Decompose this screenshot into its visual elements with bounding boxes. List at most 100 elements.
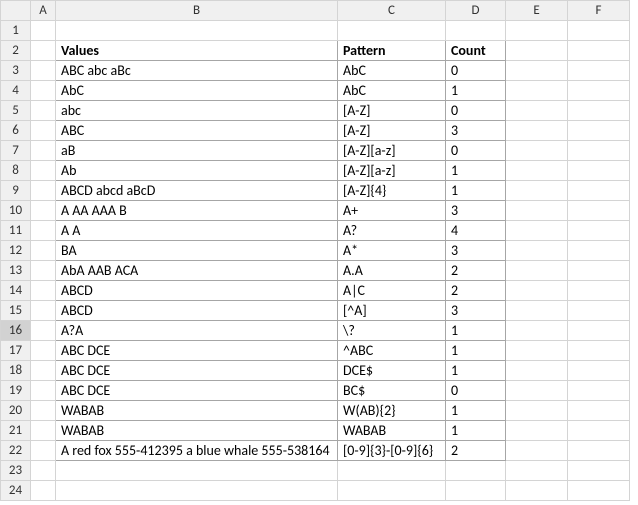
cell-C14[interactable]: A|C [338,281,446,301]
cell-B22[interactable]: A red fox 555-412395 a blue whale 555-53… [56,441,338,461]
cell-A7[interactable] [31,141,56,161]
cell-F20[interactable] [568,401,630,421]
cell-A3[interactable] [31,61,56,81]
cell-B19[interactable]: ABC DCE [56,381,338,401]
cell-C16[interactable]: \? [338,321,446,341]
cell-C3[interactable]: AbC [338,61,446,81]
cell-D9[interactable]: 1 [446,181,506,201]
cell-F7[interactable] [568,141,630,161]
cell-D8[interactable]: 1 [446,161,506,181]
cell-E11[interactable] [506,221,568,241]
row-header-16[interactable]: 16 [1,321,31,341]
cell-D19[interactable]: 0 [446,381,506,401]
cell-A22[interactable] [31,441,56,461]
cell-A18[interactable] [31,361,56,381]
cell-B21[interactable]: WABAB [56,421,338,441]
cell-B17[interactable]: ABC DCE [56,341,338,361]
cell-F12[interactable] [568,241,630,261]
cell-F9[interactable] [568,181,630,201]
cell-B7[interactable]: aB [56,141,338,161]
row-header-9[interactable]: 9 [1,181,31,201]
cell-E6[interactable] [506,121,568,141]
cell-D2[interactable]: Count [446,41,506,61]
select-all-cell[interactable] [1,1,31,21]
cell-C5[interactable]: [A-Z] [338,101,446,121]
row-header-1[interactable]: 1 [1,21,31,41]
cell-A9[interactable] [31,181,56,201]
cell-D21[interactable]: 1 [446,421,506,441]
cell-A10[interactable] [31,201,56,221]
cell-E20[interactable] [506,401,568,421]
cell-D18[interactable]: 1 [446,361,506,381]
cell-E12[interactable] [506,241,568,261]
cell-A16[interactable] [31,321,56,341]
cell-B16[interactable]: A?A [56,321,338,341]
cell-B5[interactable]: abc [56,101,338,121]
cell-E5[interactable] [506,101,568,121]
cell-E15[interactable] [506,301,568,321]
cell-E1[interactable] [506,21,568,41]
cell-F23[interactable] [568,461,630,481]
cell-D4[interactable]: 1 [446,81,506,101]
cell-E24[interactable] [506,481,568,501]
cell-F6[interactable] [568,121,630,141]
cell-A15[interactable] [31,301,56,321]
cell-B24[interactable] [56,481,338,501]
cell-F22[interactable] [568,441,630,461]
row-header-20[interactable]: 20 [1,401,31,421]
cell-E13[interactable] [506,261,568,281]
cell-C1[interactable] [338,21,446,41]
cell-A21[interactable] [31,421,56,441]
cell-F16[interactable] [568,321,630,341]
cell-D11[interactable]: 4 [446,221,506,241]
row-header-24[interactable]: 24 [1,481,31,501]
cell-A14[interactable] [31,281,56,301]
cell-C4[interactable]: AbC [338,81,446,101]
row-header-5[interactable]: 5 [1,101,31,121]
row-header-17[interactable]: 17 [1,341,31,361]
cell-D10[interactable]: 3 [446,201,506,221]
cell-F2[interactable] [568,41,630,61]
cell-A20[interactable] [31,401,56,421]
cell-E4[interactable] [506,81,568,101]
cell-C24[interactable] [338,481,446,501]
cell-A4[interactable] [31,81,56,101]
cell-D17[interactable]: 1 [446,341,506,361]
cell-E16[interactable] [506,321,568,341]
cell-B13[interactable]: AbA AAB ACA [56,261,338,281]
cell-F5[interactable] [568,101,630,121]
cell-F10[interactable] [568,201,630,221]
col-header-A[interactable]: A [31,1,56,21]
cell-C20[interactable]: W(AB){2} [338,401,446,421]
cell-D16[interactable]: 1 [446,321,506,341]
cell-D5[interactable]: 0 [446,101,506,121]
cell-D3[interactable]: 0 [446,61,506,81]
cell-C11[interactable]: A? [338,221,446,241]
row-header-14[interactable]: 14 [1,281,31,301]
row-header-19[interactable]: 19 [1,381,31,401]
cell-B10[interactable]: A AA AAA B [56,201,338,221]
cell-E8[interactable] [506,161,568,181]
cell-A8[interactable] [31,161,56,181]
cell-E22[interactable] [506,441,568,461]
cell-F19[interactable] [568,381,630,401]
cell-F13[interactable] [568,261,630,281]
row-header-11[interactable]: 11 [1,221,31,241]
col-header-B[interactable]: B [56,1,338,21]
col-header-C[interactable]: C [338,1,446,21]
cell-B20[interactable]: WABAB [56,401,338,421]
row-header-8[interactable]: 8 [1,161,31,181]
cell-B6[interactable]: ABC [56,121,338,141]
cell-C23[interactable] [338,461,446,481]
cell-B12[interactable]: BA [56,241,338,261]
cell-C7[interactable]: [A-Z][a-z] [338,141,446,161]
row-header-12[interactable]: 12 [1,241,31,261]
cell-C2[interactable]: Pattern [338,41,446,61]
cell-F18[interactable] [568,361,630,381]
cell-C21[interactable]: WABAB [338,421,446,441]
cell-C22[interactable]: [0-9]{3}-[0-9]{6} [338,441,446,461]
cell-E3[interactable] [506,61,568,81]
cell-D15[interactable]: 3 [446,301,506,321]
cell-B11[interactable]: A A [56,221,338,241]
cell-E18[interactable] [506,361,568,381]
